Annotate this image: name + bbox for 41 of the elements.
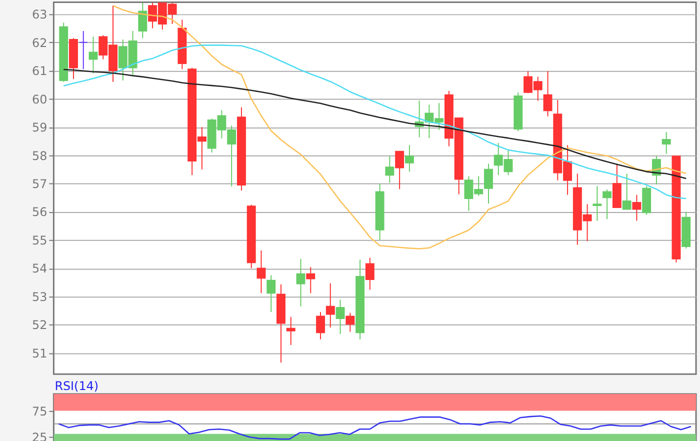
y-tick-label: 63 (32, 8, 48, 22)
candlestick (138, 2, 148, 39)
y-tick-label: 57 (32, 177, 48, 192)
y-tick-label: 59 (32, 120, 48, 135)
line-series (62, 44, 687, 200)
candlestick (484, 163, 493, 204)
candlestick (365, 257, 374, 290)
candlestick (622, 173, 632, 210)
y-tick-label: 51 (32, 346, 48, 360)
candlestick (306, 266, 316, 294)
candlestick (346, 312, 355, 332)
line-series (58, 415, 692, 440)
candlestick (395, 150, 404, 190)
chart-title: RSI(14) (54, 379, 99, 394)
candlestick (385, 156, 394, 184)
candlestick (602, 188, 612, 220)
line-series (62, 68, 687, 180)
y-tick-label: 53 (32, 290, 48, 304)
candlestick (336, 299, 345, 335)
y-tick-label: 54 (32, 262, 48, 276)
candlestick (256, 250, 266, 294)
candlestick (543, 70, 552, 117)
y-tick-label: 62 (32, 36, 48, 50)
candlestick (286, 316, 296, 346)
y-tick-label: 55 (32, 233, 48, 248)
candlestick (266, 274, 276, 313)
candlestick (78, 30, 88, 70)
candlestick (662, 132, 671, 154)
y-tick-label: 61 (32, 64, 48, 78)
candlestick (88, 36, 98, 74)
candlestick (592, 186, 602, 222)
y-tick-label: 52 (32, 318, 48, 332)
candlestick (316, 312, 325, 340)
y-tick-label: 58 (32, 148, 48, 163)
y-tick-label: 56 (32, 205, 48, 220)
candlestick (632, 194, 642, 222)
y-tick-label: 75 (32, 404, 48, 418)
y-tick-label: 60 (32, 92, 48, 106)
candlestick (296, 258, 306, 307)
candlestick (326, 282, 335, 328)
candlestick (404, 144, 414, 172)
